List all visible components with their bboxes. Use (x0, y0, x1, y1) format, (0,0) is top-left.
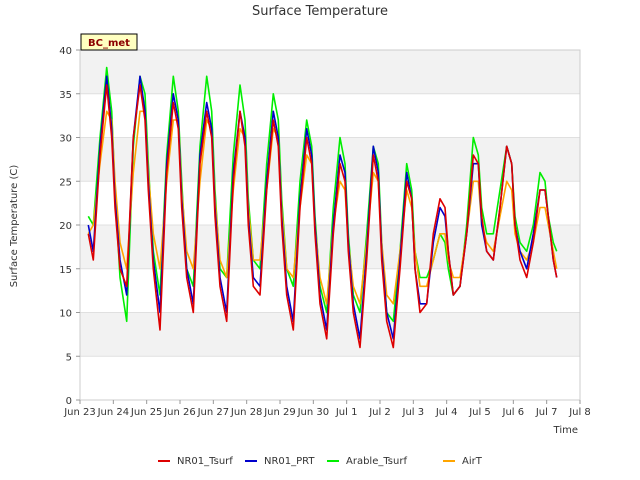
badge: BC_met (80, 33, 138, 51)
y-axis-ticks: 0 5 10 15 20 25 30 35 40 (59, 46, 80, 407)
x-tick-label: Jun 27 (197, 407, 230, 418)
legend: NR01_Tsurf NR01_PRT Arable_Tsurf AirT (158, 456, 483, 467)
grid-band (80, 93, 580, 138)
x-tick-label: Jul 5 (468, 407, 491, 418)
y-tick-label: 35 (59, 90, 72, 101)
series-lines (87, 66, 558, 349)
y-tick-label: 15 (59, 265, 72, 276)
series-line-nr01-tsurf (87, 84, 558, 349)
grid-band (80, 312, 580, 357)
y-tick-label: 10 (59, 309, 72, 320)
grid-band (80, 356, 580, 400)
legend-label: NR01_PRT (264, 456, 315, 467)
x-tick-label: Jul 2 (368, 407, 391, 418)
grid-band (80, 137, 580, 182)
x-tick-label: Jun 23 (63, 407, 96, 418)
y-tick-label: 40 (59, 46, 72, 57)
grid-bands (80, 49, 580, 401)
x-tick-label: Jul 1 (335, 407, 358, 418)
x-axis-ticks: Jun 23 Jun 24 Jun 25 Jun 26 Jun 27 Jun 28 Jun … (63, 400, 591, 418)
badge-label: BC_met (88, 38, 130, 49)
y-tick-label: 30 (59, 134, 72, 145)
x-tick-label: Jun 24 (97, 407, 130, 418)
x-tick-label: Jul 4 (435, 407, 458, 418)
y-tick-label: 5 (66, 352, 72, 363)
x-tick-label: Jul 6 (502, 407, 525, 418)
x-tick-label: Jun 29 (263, 407, 296, 418)
x-tick-label: Jun 30 (297, 407, 330, 418)
y-axis-title: Surface Temperature (C) (9, 165, 20, 288)
y-tick-label: 25 (59, 177, 72, 188)
x-tick-label: Jul 8 (568, 407, 591, 418)
x-tick-label: Jul 3 (402, 407, 425, 418)
legend-label: Arable_Tsurf (346, 456, 407, 467)
x-tick-label: Jun 26 (163, 407, 196, 418)
y-tick-label: 0 (66, 396, 72, 407)
x-tick-label: Jul 7 (535, 407, 558, 418)
x-tick-label: Jun 28 (230, 407, 263, 418)
y-tick-label: 20 (59, 221, 72, 232)
x-tick-label: Jun 25 (130, 407, 163, 418)
grid-band (80, 50, 580, 94)
legend-label: AirT (462, 456, 483, 467)
chart-title: Surface Temperature (252, 4, 388, 19)
legend-label: NR01_Tsurf (177, 456, 233, 467)
x-axis-title: Time (553, 425, 578, 436)
